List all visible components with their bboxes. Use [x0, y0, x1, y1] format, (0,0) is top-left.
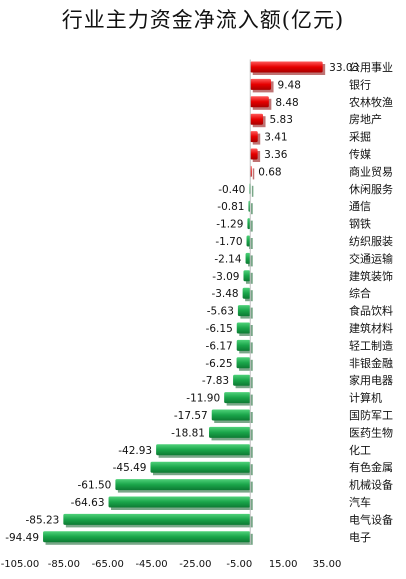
bar-交通运输	[245, 252, 251, 264]
bar-shadow	[249, 220, 253, 232]
bar-采掘	[250, 131, 258, 143]
value-label: -11.90	[186, 393, 220, 405]
value-label: -0.40	[218, 184, 245, 196]
category-label: 银行	[349, 77, 371, 91]
category-label: 公用事业	[349, 61, 393, 74]
value-label: -61.50	[78, 480, 112, 492]
value-label: -17.57	[174, 410, 208, 422]
value-label: -1.70	[215, 236, 242, 248]
category-label: 计算机	[349, 391, 382, 405]
value-label: -1.29	[216, 219, 243, 231]
bar-轻工制造	[236, 339, 251, 351]
bar-公用事业	[250, 61, 323, 73]
category-label: 食品饮料	[349, 304, 393, 318]
bar-计算机	[224, 392, 251, 404]
value-label: -7.83	[202, 375, 229, 387]
category-label: 汽车	[349, 495, 371, 509]
x-tick-label: -105.00	[1, 559, 40, 570]
value-label: -3.48	[211, 288, 238, 300]
category-label: 有色金属	[349, 460, 393, 474]
bar-农林牧渔	[250, 96, 269, 108]
x-tick-label: -5.00	[226, 559, 252, 570]
bar-化工	[156, 444, 251, 456]
bar-shadow	[250, 203, 253, 215]
x-tick-label: 15.00	[269, 559, 298, 570]
bar-有色金属	[150, 461, 251, 473]
value-label: -6.17	[206, 340, 233, 352]
x-tick-label: -65.00	[92, 559, 124, 570]
value-label: 0.68	[258, 166, 281, 178]
bar-钢铁	[247, 218, 251, 230]
bar-电气设备	[63, 513, 251, 525]
x-tick-label: 35.00	[313, 559, 342, 570]
value-label: -2.14	[214, 253, 241, 265]
category-label: 家用电器	[349, 373, 393, 387]
category-label: 休闲服务	[349, 182, 393, 196]
bar-医药生物	[209, 426, 251, 438]
category-label: 国防军工	[349, 408, 393, 422]
category-label: 钢铁	[349, 218, 371, 231]
category-label: 医药生物	[349, 425, 393, 439]
value-label: -3.09	[212, 271, 239, 283]
category-label: 采掘	[349, 130, 371, 144]
bar-shadow	[251, 185, 254, 197]
value-label: -42.93	[118, 445, 152, 457]
category-label: 轻工制造	[349, 338, 393, 352]
category-label: 电气设备	[349, 512, 393, 526]
bar-shadow	[252, 168, 255, 180]
category-label: 建筑装饰	[349, 269, 393, 283]
value-label: -64.63	[71, 497, 105, 509]
category-label: 综合	[349, 286, 371, 300]
bar-国防军工	[211, 409, 251, 421]
bar-综合	[242, 287, 251, 299]
bar-机械设备	[115, 479, 251, 491]
category-label: 农林牧渔	[349, 95, 393, 109]
bar-传媒	[250, 148, 258, 160]
bar-电子	[43, 531, 251, 543]
bar-银行	[250, 78, 272, 90]
category-label: 非银金融	[349, 356, 393, 370]
value-label: 8.48	[275, 97, 298, 109]
category-label: 电子	[349, 531, 371, 544]
category-label: 房地产	[349, 112, 382, 126]
category-label: 建筑材料	[349, 321, 393, 335]
bar-非银金融	[236, 357, 251, 369]
bar-汽车	[108, 496, 251, 508]
category-label: 商业贸易	[349, 164, 393, 178]
x-tick-label: -85.00	[48, 559, 80, 570]
value-label: 3.41	[264, 132, 287, 144]
category-label: 交通运输	[349, 251, 393, 265]
x-tick-label: -25.00	[179, 559, 211, 570]
value-label: 9.48	[278, 79, 301, 91]
category-label: 纺织服装	[349, 234, 393, 248]
bar-建筑装饰	[243, 270, 251, 282]
value-label: -6.25	[205, 358, 232, 370]
value-label: -85.23	[25, 514, 59, 526]
value-label: -45.49	[113, 462, 147, 474]
chart-title: 行业主力资金净流入额(亿元)	[61, 8, 345, 32]
bar-shadow	[249, 238, 253, 249]
value-label: -0.81	[217, 201, 244, 213]
value-label: -5.63	[207, 306, 234, 318]
category-label: 化工	[349, 443, 371, 457]
x-tick-label: -45.00	[135, 559, 167, 570]
bar-纺织服装	[246, 235, 251, 247]
bar-食品饮料	[237, 305, 251, 317]
value-label: 33.03	[329, 62, 359, 74]
value-label: -6.15	[206, 323, 233, 335]
bar-建筑材料	[236, 322, 251, 334]
bar-家用电器	[233, 374, 251, 386]
value-label: -94.49	[5, 532, 39, 544]
category-label: 通信	[349, 200, 371, 213]
category-label: 机械设备	[349, 478, 393, 492]
value-label: 3.36	[264, 149, 288, 161]
value-label: -18.81	[171, 427, 205, 439]
value-label: 5.83	[270, 114, 293, 126]
bar-房地产	[250, 113, 264, 125]
category-label: 传媒	[349, 148, 371, 161]
